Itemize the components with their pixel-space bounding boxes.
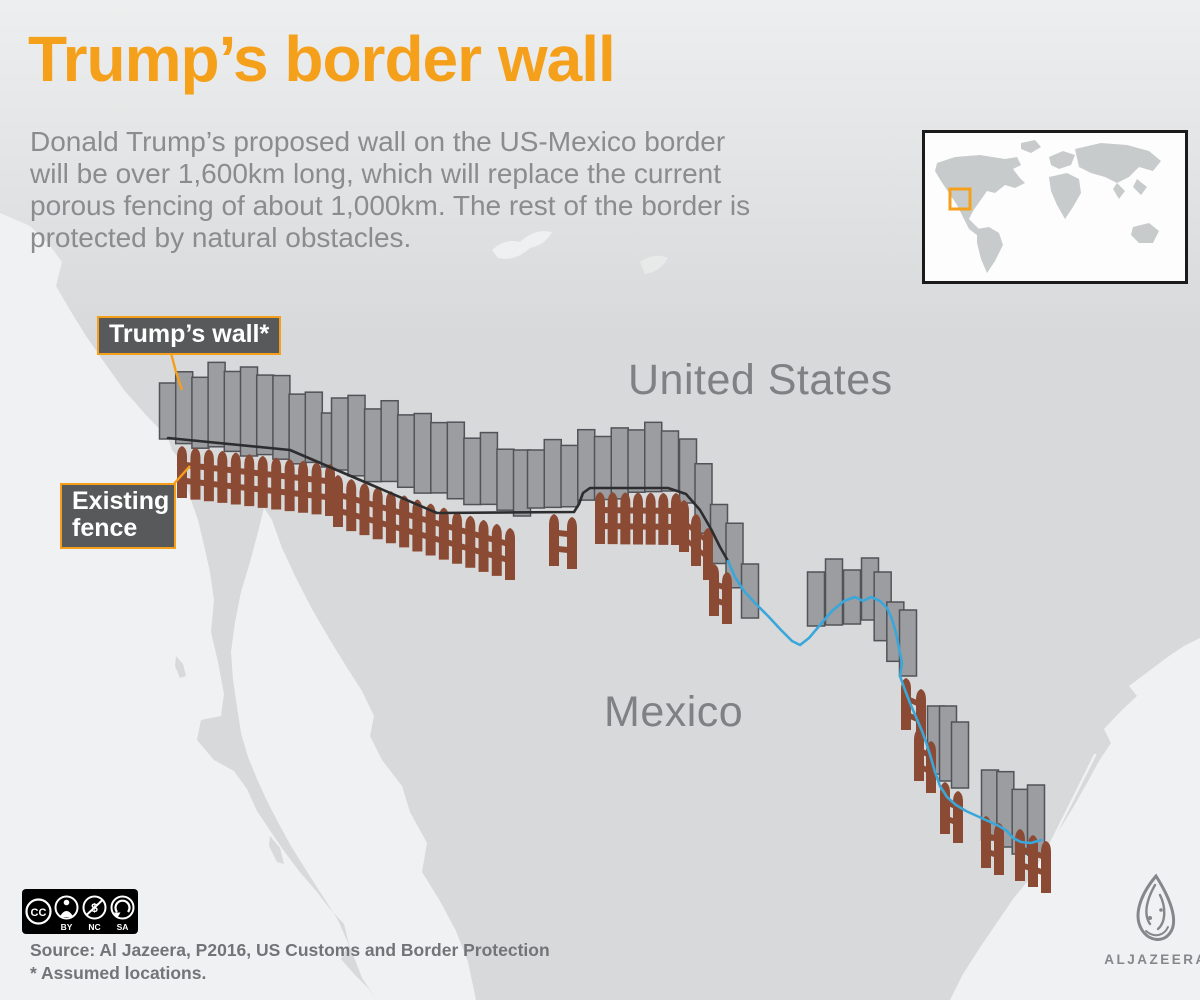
existing-fence-leader-line — [171, 465, 191, 487]
cc-icon-label: CC — [31, 907, 47, 919]
mexico-label: Mexico — [604, 688, 744, 736]
island — [175, 656, 186, 678]
continent-greenland — [1021, 140, 1041, 153]
cc-icon — [25, 898, 52, 925]
border-region-highlight — [948, 187, 972, 211]
trump-wall-segments — [158, 361, 1046, 856]
trumps-wall-leader-line — [169, 352, 184, 391]
intro-line: porous fencing of about 1,000km. The res… — [30, 190, 751, 221]
cc-sa-arrowhead — [114, 912, 121, 918]
cc-by-label: BY — [61, 922, 73, 932]
aljazeera-wordmark: ALJAZEERA — [1104, 952, 1200, 967]
existing-fence-segments — [177, 446, 1051, 893]
continent-australia — [1131, 223, 1159, 243]
united-states-label: United States — [628, 356, 893, 404]
intro-line: will be over 1,600km long, which will re… — [30, 158, 721, 189]
world-locator-inset — [922, 130, 1188, 284]
continent-india — [1113, 183, 1125, 199]
cc-sa-icon — [110, 895, 135, 920]
source-attribution: Source: Al Jazeera, P2016, US Customs an… — [30, 940, 550, 960]
continent-europe — [1049, 151, 1075, 169]
intro-text: Donald Trump’s proposed wall on the US-M… — [30, 126, 750, 254]
coastal-lagoon — [968, 753, 1097, 1000]
creative-commons-badge: CC $ BY NC SA — [22, 889, 138, 934]
cc-sa-label: SA — [117, 922, 129, 932]
continent-south-america — [977, 227, 1003, 273]
island — [336, 612, 347, 634]
cc-sa-arrow — [114, 899, 131, 913]
cc-nc-label: NC — [88, 922, 100, 932]
cc-by-person-body — [60, 911, 73, 917]
cc-nc-icon — [82, 895, 107, 920]
intro-line: Donald Trump’s proposed wall on the US-M… — [30, 126, 726, 157]
cc-nc-slash — [85, 899, 104, 916]
cc-by-person-head — [63, 899, 70, 906]
existing-fence-callout: Existing fence — [60, 483, 176, 549]
intro-line: protected by natural obstacles. — [30, 222, 412, 253]
world-map — [935, 140, 1161, 273]
aljazeera-logo: ALJAZEERA — [1098, 872, 1200, 967]
footnote: * Assumed locations. — [30, 963, 207, 983]
continent-africa — [1049, 173, 1081, 219]
continent-asia — [1075, 143, 1161, 183]
trumps-wall-callout: Trump’s wall* — [97, 316, 282, 355]
border-line — [166, 436, 730, 563]
continent-se-asia — [1133, 179, 1147, 195]
continent-north-america — [935, 155, 1025, 235]
island — [269, 836, 284, 864]
aljazeera-flame-icon — [1136, 873, 1175, 941]
cc-by-icon — [54, 895, 79, 920]
page-title: Trump’s border wall — [28, 23, 616, 95]
rio-grande-river — [726, 559, 1043, 845]
